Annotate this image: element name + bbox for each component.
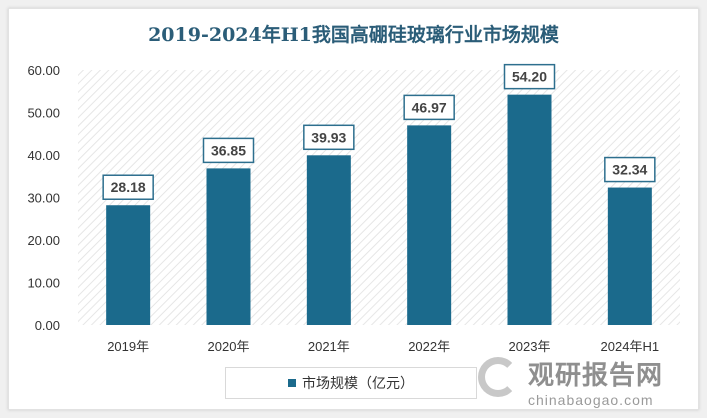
x-tick-label: 2019年 [107,339,149,354]
bar [206,168,251,325]
bar [607,187,652,325]
legend-swatch [288,379,296,387]
data-label: 46.97 [412,99,447,115]
watermark: 观研报告网 chinabaogao.com [478,355,663,408]
x-tick-label: 2024年H1 [601,339,660,354]
plot-area [78,70,680,325]
data-label-box [403,94,455,121]
chart-title: 2019-2024年H1我国高硼硅玻璃行业市场规模 [148,24,559,46]
bar [306,155,351,325]
data-label: 36.85 [211,142,246,158]
y-tick-label: 10.00 [27,276,60,291]
bar [507,94,552,326]
watermark-cn: 观研报告网 [528,360,664,390]
watermark-logo-icon [478,357,518,397]
watermark-en: chinabaogao.com [528,392,654,408]
data-label: 28.18 [111,179,146,195]
legend: 市场规模（亿元） [225,367,477,399]
data-label-box [604,156,656,183]
y-tick-label: 60.00 [27,63,60,78]
y-tick-label: 30.00 [27,191,60,206]
data-label-box [202,137,255,164]
x-tick-label: 2022年 [408,339,450,354]
data-label: 32.34 [612,162,647,178]
y-tick-label: 50.00 [27,106,60,121]
y-tick-label: 0.00 [35,318,60,333]
x-tick-label: 2021年 [308,339,350,354]
data-label-box [503,63,556,90]
bar [106,205,151,325]
y-tick-label: 20.00 [27,233,60,248]
data-label-box [102,174,154,200]
bar [407,125,452,325]
y-tick-label: 40.00 [27,148,60,163]
x-tick-label: 2023年 [509,339,551,354]
data-label: 54.20 [512,69,547,85]
x-tick-label: 2020年 [208,339,250,354]
data-label-box [303,124,355,151]
legend-label: 市场规模（亿元） [302,375,414,391]
data-label: 39.93 [311,129,346,145]
